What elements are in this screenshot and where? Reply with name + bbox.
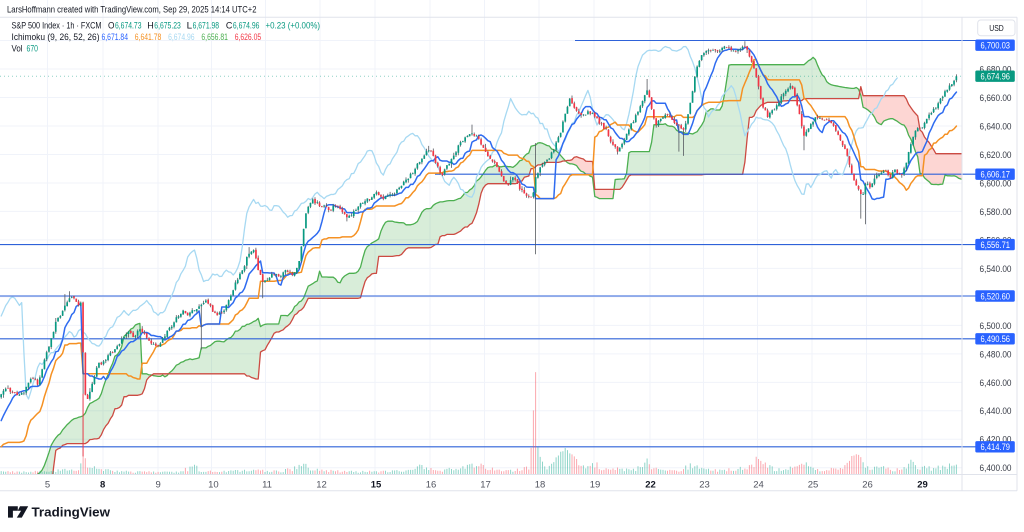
svg-text:6,620.00: 6,620.00 <box>980 150 1012 161</box>
svg-text:29: 29 <box>917 480 928 491</box>
svg-text:24: 24 <box>753 480 764 491</box>
svg-text:16: 16 <box>426 480 437 491</box>
svg-text:15: 15 <box>371 480 382 491</box>
svg-text:6,674.96: 6,674.96 <box>168 32 195 42</box>
svg-text:6,400.00: 6,400.00 <box>980 463 1012 474</box>
svg-text:C: C <box>226 21 233 31</box>
svg-text:6,671.98: 6,671.98 <box>193 21 220 31</box>
svg-text:TradingView: TradingView <box>32 505 111 520</box>
svg-text:26: 26 <box>862 480 873 491</box>
svg-text:6,480.00: 6,480.00 <box>980 349 1012 360</box>
svg-text:25: 25 <box>808 480 819 491</box>
svg-text:6,490.56: 6,490.56 <box>981 334 1011 345</box>
svg-text:6,671.84: 6,671.84 <box>102 32 129 42</box>
svg-text:6,626.05: 6,626.05 <box>235 32 262 42</box>
svg-text:6,556.71: 6,556.71 <box>981 240 1011 251</box>
svg-text:6,641.78: 6,641.78 <box>135 32 162 42</box>
svg-text:6,440.00: 6,440.00 <box>980 406 1012 417</box>
svg-text:L: L <box>187 21 193 31</box>
svg-text:6,674.96: 6,674.96 <box>981 72 1011 83</box>
svg-text:Ichimoku (9, 26, 52, 26): Ichimoku (9, 26, 52, 26) <box>12 32 100 42</box>
svg-text:6,460.00: 6,460.00 <box>980 378 1012 389</box>
svg-text:18: 18 <box>535 480 546 491</box>
svg-text:+0.23 (+0.00%): +0.23 (+0.00%) <box>266 21 321 31</box>
svg-text:6,600.00: 6,600.00 <box>980 178 1012 189</box>
svg-text:6,660.00: 6,660.00 <box>980 93 1012 104</box>
svg-text:10: 10 <box>208 480 219 491</box>
svg-text:H: H <box>147 21 154 31</box>
svg-text:S&P 500 Index · 1h · FXCM: S&P 500 Index · 1h · FXCM <box>12 21 102 31</box>
svg-text:6,414.79: 6,414.79 <box>981 442 1011 453</box>
svg-text:6,675.23: 6,675.23 <box>154 21 181 31</box>
svg-text:6,540.00: 6,540.00 <box>980 264 1012 275</box>
svg-text:6,700.03: 6,700.03 <box>981 41 1011 52</box>
svg-text:9: 9 <box>156 480 161 491</box>
svg-text:6,606.17: 6,606.17 <box>981 170 1011 181</box>
svg-text:23: 23 <box>699 480 710 491</box>
svg-text:6,640.00: 6,640.00 <box>980 121 1012 132</box>
svg-text:22: 22 <box>645 480 656 491</box>
svg-text:LarsHoffmann created with Trad: LarsHoffmann created with TradingView.co… <box>7 4 257 15</box>
svg-text:11: 11 <box>262 480 272 491</box>
svg-text:6,500.00: 6,500.00 <box>980 321 1012 332</box>
svg-text:6,656.81: 6,656.81 <box>201 32 228 42</box>
svg-text:O: O <box>108 21 115 31</box>
svg-text:6,674.96: 6,674.96 <box>233 21 260 31</box>
svg-text:6,580.00: 6,580.00 <box>980 207 1012 218</box>
svg-text:6,680.00: 6,680.00 <box>980 64 1012 75</box>
svg-text:19: 19 <box>590 480 601 491</box>
svg-text:5: 5 <box>45 480 50 491</box>
svg-text:6,674.73: 6,674.73 <box>115 21 142 31</box>
svg-text:17: 17 <box>480 480 491 491</box>
svg-text:6,520.60: 6,520.60 <box>981 291 1011 302</box>
svg-text:Vol: Vol <box>12 44 23 54</box>
svg-text:8: 8 <box>100 480 105 491</box>
svg-text:6,420.00: 6,420.00 <box>980 435 1012 446</box>
svg-text:USD: USD <box>989 23 1004 33</box>
svg-text:12: 12 <box>316 480 327 491</box>
svg-text:670: 670 <box>27 44 39 54</box>
